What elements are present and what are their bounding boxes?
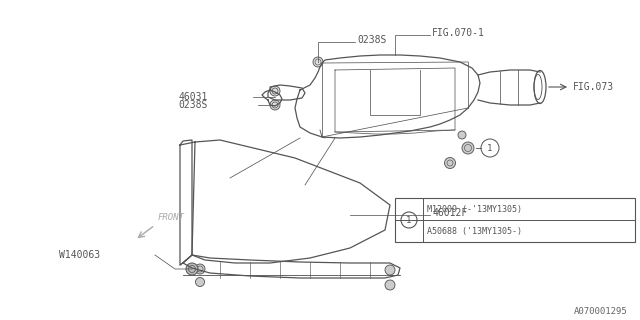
Circle shape — [270, 86, 280, 96]
Circle shape — [186, 263, 198, 275]
Text: M12009 (-'13MY1305): M12009 (-'13MY1305) — [427, 204, 522, 213]
Text: A50688 ('13MY1305-): A50688 ('13MY1305-) — [427, 227, 522, 236]
Circle shape — [313, 57, 323, 67]
Text: 46012F: 46012F — [432, 208, 467, 218]
Circle shape — [385, 280, 395, 290]
Bar — [395, 198, 635, 242]
Circle shape — [195, 264, 205, 274]
Circle shape — [385, 265, 395, 275]
Text: 1: 1 — [406, 215, 412, 225]
Text: FIG.073: FIG.073 — [573, 82, 614, 92]
Circle shape — [458, 131, 466, 139]
Text: W140063: W140063 — [59, 250, 100, 260]
Circle shape — [445, 157, 456, 169]
Text: A070001295: A070001295 — [574, 307, 628, 316]
Text: FIG.070-1: FIG.070-1 — [432, 28, 485, 38]
Circle shape — [195, 277, 205, 286]
Text: 0238S: 0238S — [357, 35, 387, 45]
Text: 46031: 46031 — [179, 92, 208, 102]
Text: 1: 1 — [487, 143, 493, 153]
Text: FRONT: FRONT — [158, 213, 185, 222]
Circle shape — [462, 142, 474, 154]
Circle shape — [270, 100, 280, 110]
Text: 0238S: 0238S — [179, 100, 208, 110]
